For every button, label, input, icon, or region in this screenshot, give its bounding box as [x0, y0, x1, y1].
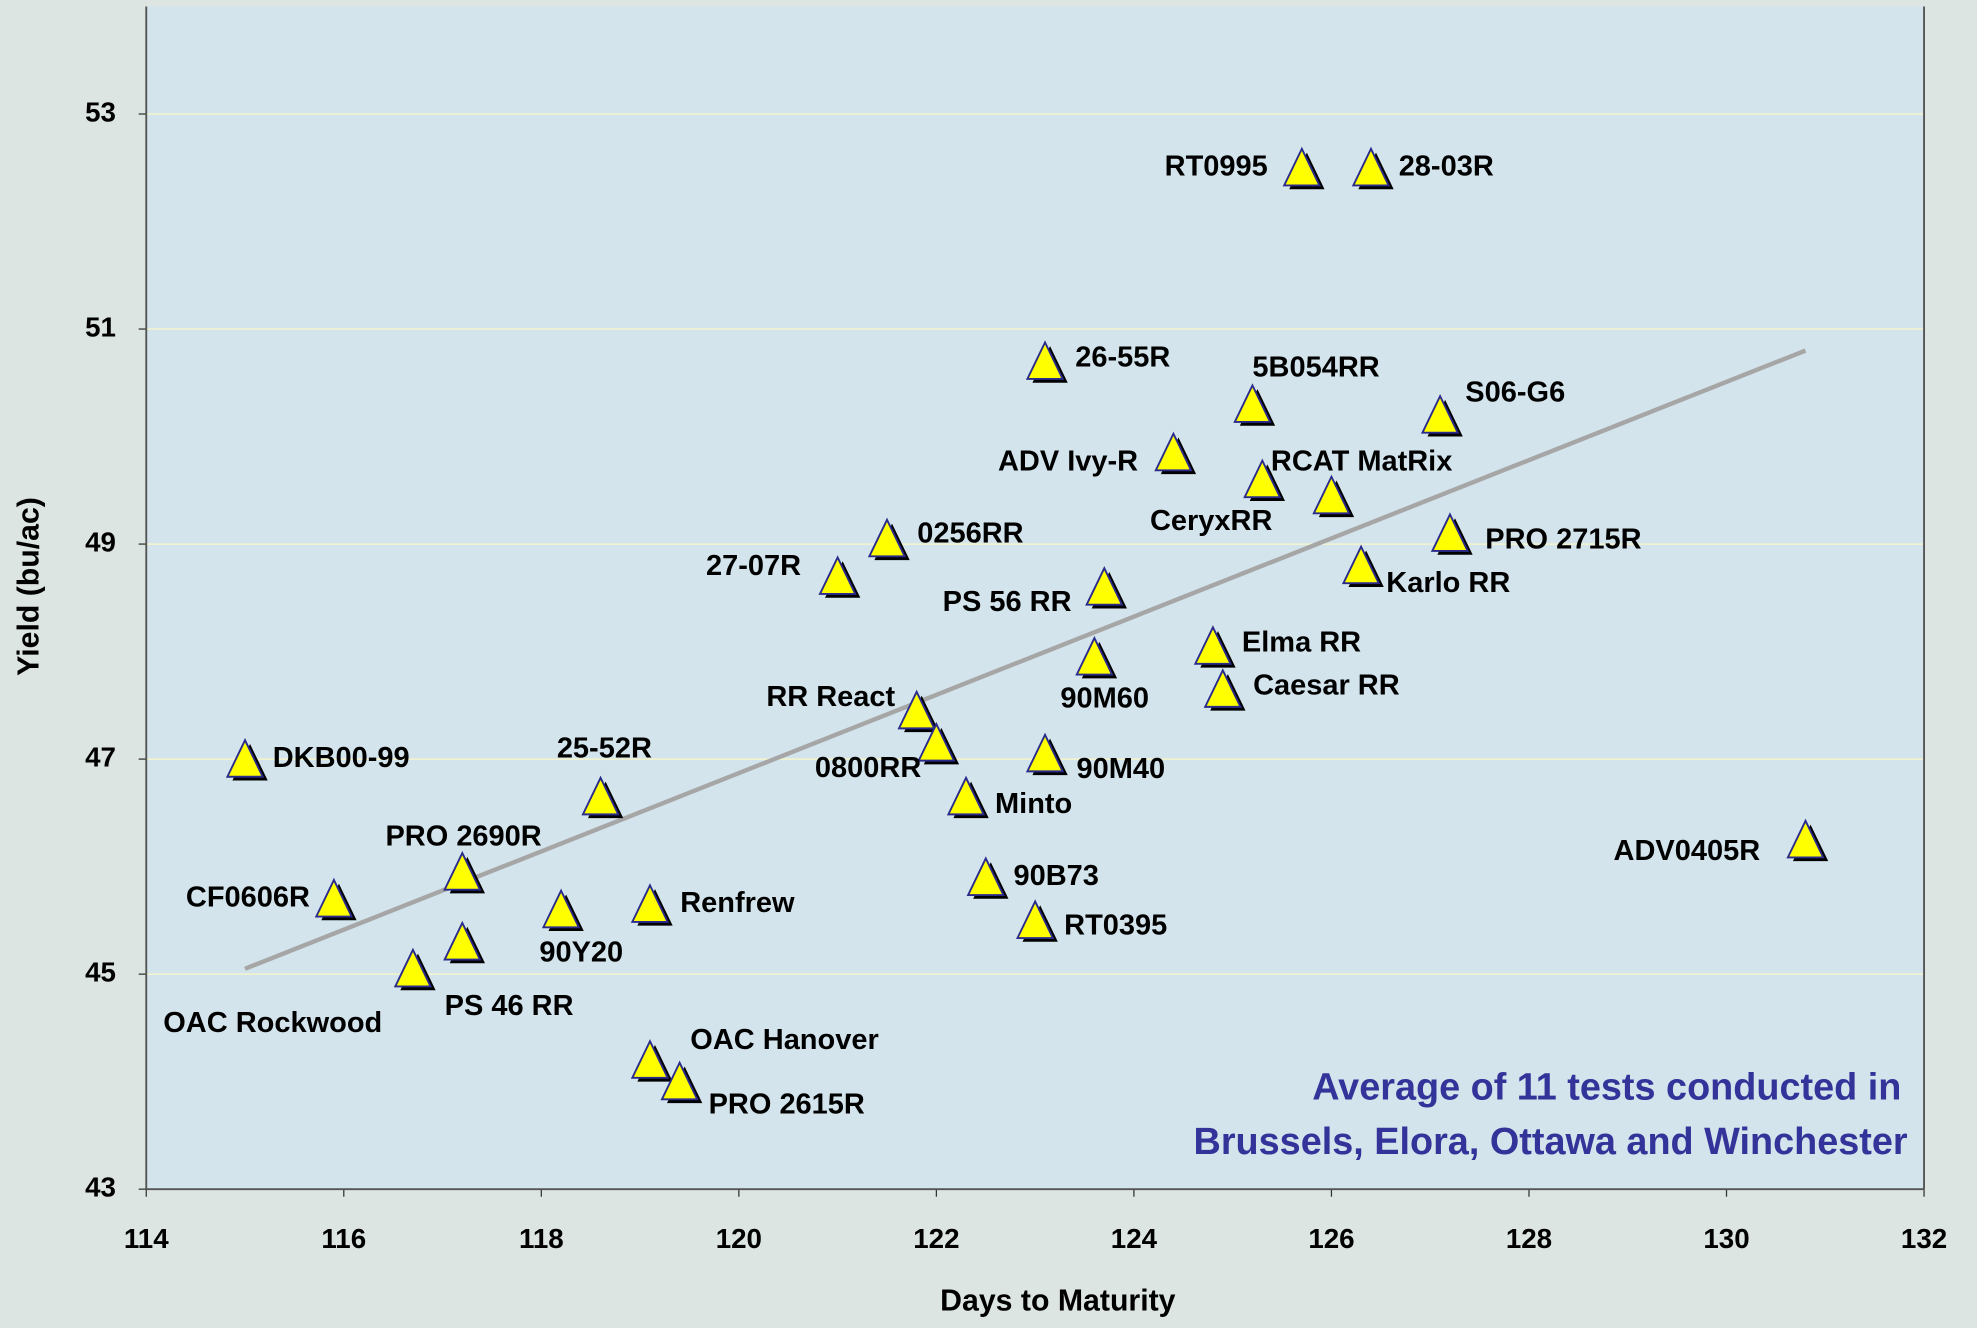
- point-label: RCAT MatRix: [1271, 446, 1452, 478]
- marker: [1025, 732, 1065, 773]
- marker: [1430, 512, 1470, 552]
- marker: [1243, 458, 1282, 499]
- point-label: PRO 2615R: [709, 1088, 865, 1120]
- marker: [393, 947, 433, 988]
- y-tick-label: 49: [85, 526, 116, 557]
- x-tick-label: 124: [1111, 1223, 1158, 1254]
- point-label: PRO 2715R: [1485, 524, 1641, 556]
- marker: [1420, 393, 1460, 434]
- marker: [897, 689, 936, 730]
- marker: [1193, 625, 1233, 665]
- marker: [818, 555, 857, 595]
- marker: [946, 775, 986, 816]
- point-label: 90M60: [1060, 682, 1149, 714]
- marker: [630, 883, 670, 923]
- marker: [1312, 474, 1351, 515]
- point-label: CeryxRR: [1150, 505, 1273, 537]
- y-tick-label: 51: [85, 311, 116, 342]
- point-label: ADV Ivy-R: [998, 445, 1138, 477]
- x-tick-label: 130: [1703, 1223, 1749, 1254]
- point-label: 0256RR: [917, 518, 1023, 550]
- y-tick-label: 45: [85, 956, 116, 987]
- marker: [1341, 544, 1381, 585]
- marker: [660, 1060, 699, 1101]
- point-label: 28-03R: [1399, 150, 1494, 182]
- point-label: 0800RR: [815, 752, 921, 784]
- marker: [225, 738, 265, 778]
- marker: [1282, 146, 1321, 187]
- marker: [1351, 146, 1391, 187]
- x-tick-label: 114: [124, 1223, 169, 1254]
- x-tick-label: 120: [716, 1223, 762, 1254]
- point-label: RT0395: [1064, 909, 1167, 941]
- marker: [1154, 431, 1193, 472]
- marker: [1233, 383, 1272, 423]
- y-axis-label: Yield (bu/ac): [12, 497, 45, 676]
- point-label: Renfrew: [680, 887, 795, 919]
- point-label: OAC Rockwood: [163, 1007, 382, 1039]
- marker: [443, 850, 482, 891]
- marker: [541, 888, 581, 929]
- x-tick-label: 118: [519, 1223, 564, 1254]
- x-tick-label: 122: [913, 1223, 959, 1254]
- point-label: PRO 2690R: [385, 821, 541, 853]
- point-label: S06-G6: [1465, 376, 1565, 408]
- point-label: RT0995: [1165, 150, 1268, 182]
- marker: [1786, 818, 1825, 859]
- marker: [1015, 899, 1055, 939]
- x-tick-label: 126: [1308, 1223, 1354, 1254]
- point-label: RR React: [766, 681, 895, 713]
- marker: [443, 920, 482, 961]
- marker: [1025, 340, 1065, 380]
- point-label: OAC Hanover: [690, 1024, 878, 1056]
- point-label: PS 56 RR: [943, 586, 1072, 618]
- annotation: Brussels, Elora, Ottawa and Winchester: [1194, 1121, 1908, 1163]
- point-label: 5B054RR: [1252, 352, 1379, 384]
- y-tick-label: 43: [85, 1171, 116, 1202]
- annotation: Average of 11 tests conducted in: [1312, 1067, 1901, 1109]
- marker: [966, 856, 1005, 896]
- point-label: 90B73: [1014, 860, 1099, 892]
- trendline: [244, 348, 1807, 971]
- point-label: 25-52R: [557, 733, 652, 765]
- marker: [1203, 668, 1242, 708]
- marker: [1085, 565, 1124, 606]
- y-tick-label: 47: [85, 741, 116, 772]
- marker: [867, 517, 907, 558]
- x-tick-label: 132: [1901, 1223, 1947, 1254]
- x-tick-label: 128: [1506, 1223, 1552, 1254]
- point-label: Minto: [995, 788, 1072, 820]
- point-label: 90M40: [1077, 753, 1166, 785]
- point-label: DKB00-99: [273, 742, 410, 774]
- marker: [917, 721, 956, 762]
- point-label: Elma RR: [1242, 626, 1361, 658]
- point-label: PS 46 RR: [445, 990, 574, 1022]
- point-label: Karlo RR: [1386, 567, 1510, 599]
- marker: [630, 1039, 670, 1079]
- x-tick-label: 116: [321, 1223, 366, 1254]
- plot-area: [146, 6, 1925, 1190]
- marker: [1075, 635, 1114, 676]
- marker: [314, 877, 354, 918]
- point-label: ADV0405R: [1614, 835, 1761, 867]
- point-label: CF0606R: [186, 882, 310, 914]
- point-label: 90Y20: [539, 936, 623, 968]
- point-label: 27-07R: [706, 550, 801, 582]
- marker: [581, 775, 620, 816]
- y-tick-label: 53: [85, 96, 116, 127]
- x-axis-label: Days to Maturity: [940, 1285, 1176, 1318]
- point-label: 26-55R: [1075, 341, 1170, 373]
- point-label: Caesar RR: [1253, 669, 1400, 701]
